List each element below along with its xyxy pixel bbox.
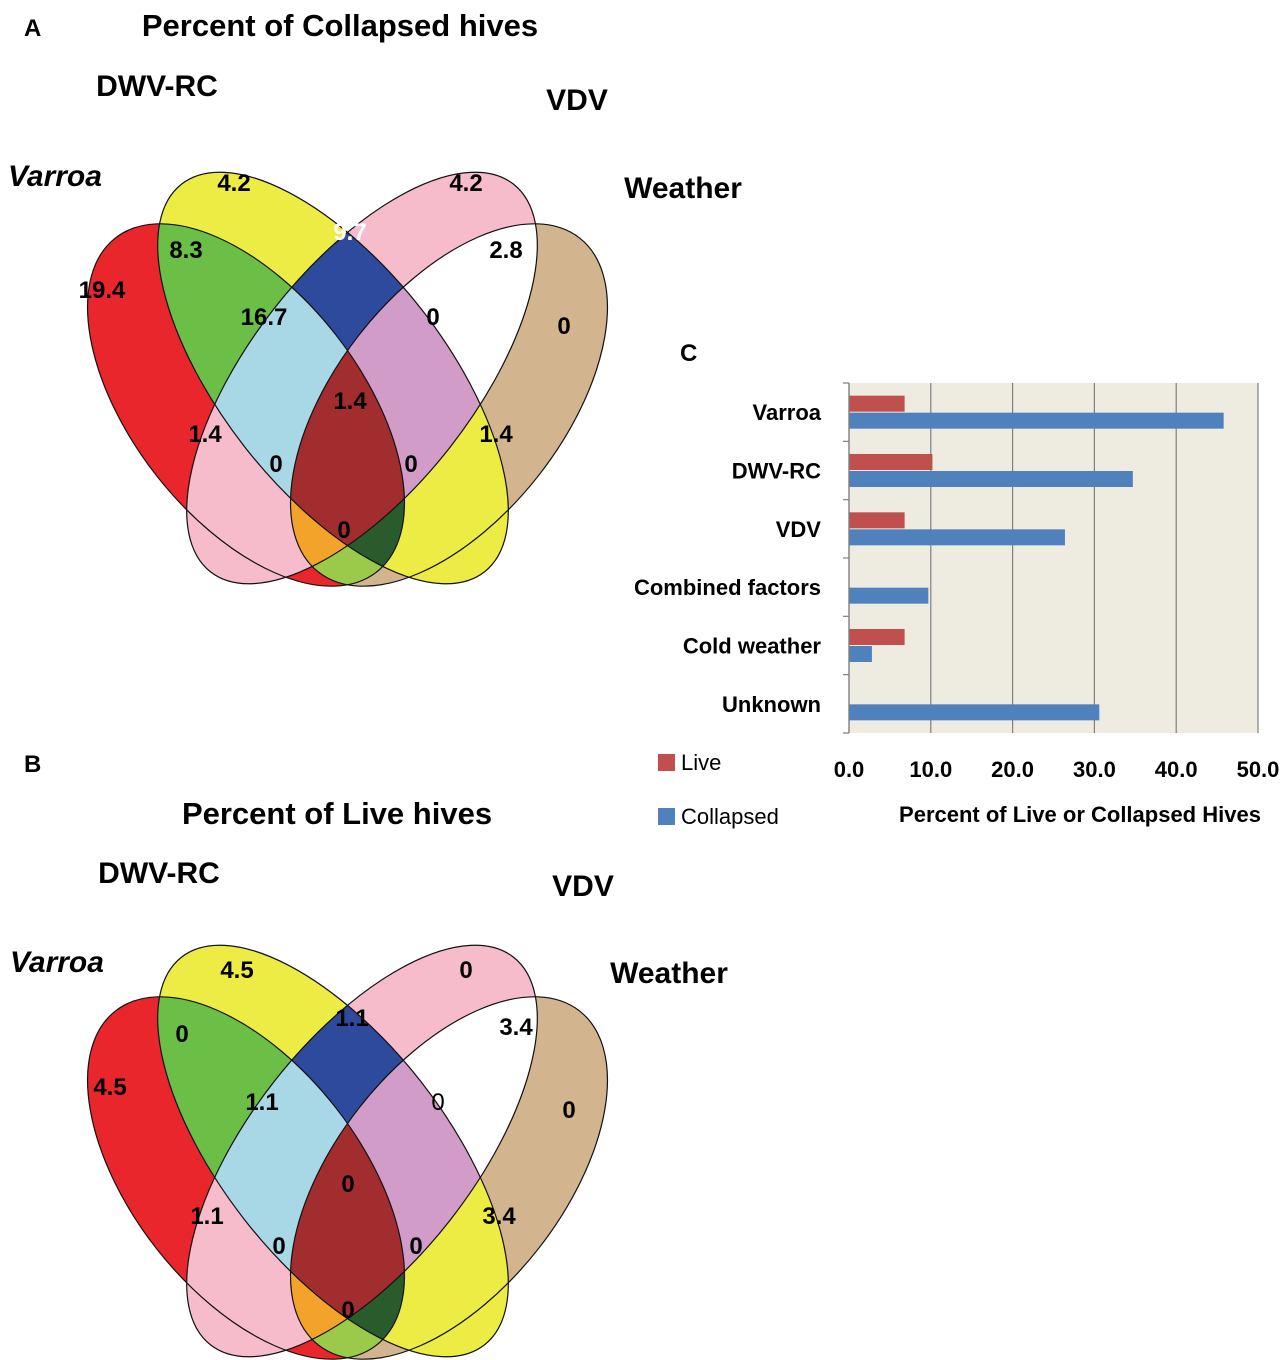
panel-a-letter: A bbox=[24, 15, 41, 42]
panel-a: A Percent of Collapsed hives bbox=[8, 8, 742, 587]
panel-c-letter: C bbox=[680, 340, 697, 367]
panel-a-title: Percent of Collapsed hives bbox=[142, 8, 538, 43]
venn-a: Varroa DWV-RC VDV Weather 19.4 4.2 4.2 0… bbox=[8, 70, 742, 587]
venn-b-value-weather-only: 0 bbox=[562, 1097, 575, 1124]
bar-live bbox=[849, 512, 905, 529]
bar-live bbox=[849, 454, 933, 470]
bar-chart-category-labels: Varroa DWV-RC VDV Combined factors Cold weat… bbox=[634, 400, 822, 717]
category-label: Varroa bbox=[753, 400, 822, 425]
venn-a-label-varroa: Varroa bbox=[8, 160, 102, 193]
venn-a-value-dwv-only: 4.2 bbox=[217, 170, 250, 197]
venn-b-label-weather: Weather bbox=[610, 957, 728, 990]
venn-b-value-all-four: 0 bbox=[341, 1171, 354, 1198]
bar-collapsed bbox=[849, 412, 1224, 429]
venn-a-value-varroa-dwv: 8.3 bbox=[169, 237, 202, 264]
venn-b-value-vdv-only: 0 bbox=[459, 957, 472, 984]
venn-b-value-varroa-vdv-weather: 3.4 bbox=[482, 1203, 516, 1230]
bar-chart-x-axis-title: Percent of Live or Collapsed Hives bbox=[899, 802, 1261, 827]
category-label: Cold weather bbox=[683, 634, 822, 659]
venn-b-value-dwv-vdv: 1.1 bbox=[335, 1005, 368, 1032]
venn-b-value-dwv-only: 4.5 bbox=[220, 957, 253, 984]
legend-swatch-live bbox=[658, 754, 675, 771]
venn-a-value-varroa-dwv-weather: 1.4 bbox=[188, 421, 222, 448]
venn-b-value-varroa-dwv-vdv: 1.1 bbox=[245, 1089, 278, 1116]
bar-chart-gridlines bbox=[930, 383, 1259, 733]
category-label: VDV bbox=[776, 517, 822, 542]
bar-live bbox=[849, 395, 905, 412]
bar-chart-tick-labels: 0.0 10.0 20.0 30.0 40.0 50.0 bbox=[834, 757, 1280, 782]
bar-live bbox=[849, 629, 905, 645]
venn-a-value-varroa-weather-dwv-side: 0 bbox=[269, 451, 282, 478]
venn-a-value-varroa-weather: 0 bbox=[337, 517, 350, 544]
x-tick-label: 0.0 bbox=[834, 757, 865, 782]
bar-chart-plot-area bbox=[849, 383, 1258, 733]
venn-b-value-vdv-weather: 3.4 bbox=[499, 1014, 533, 1041]
bar-chart-legend: Live Collapsed bbox=[658, 750, 779, 829]
venn-b-label-vdv: VDV bbox=[552, 870, 614, 903]
venn-a-label-vdv: VDV bbox=[546, 84, 608, 117]
bar-collapsed bbox=[849, 704, 1100, 721]
legend-label-collapsed: Collapsed bbox=[681, 804, 779, 829]
venn-b-label-varroa: Varroa bbox=[10, 946, 104, 979]
category-label: DWV-RC bbox=[732, 459, 821, 484]
bar-collapsed bbox=[849, 587, 929, 604]
x-tick-label: 40.0 bbox=[1155, 757, 1198, 782]
venn-a-value-varroa-vdv-weather: 1.4 bbox=[479, 421, 513, 448]
legend-label-live: Live bbox=[681, 750, 721, 775]
panel-b-title: Percent of Live hives bbox=[182, 796, 492, 831]
panel-c: C Varroa DWV-RC VDV Combined factors Cold we… bbox=[634, 340, 1279, 829]
bar-chart-axes bbox=[843, 382, 850, 734]
venn-b-value-dwv-vdv-weather: 0 bbox=[431, 1089, 444, 1116]
venn-b-value-varroa-dwv: 0 bbox=[175, 1021, 188, 1048]
x-tick-label: 50.0 bbox=[1237, 757, 1280, 782]
venn-b: Varroa DWV-RC VDV Weather 4.5 4.5 0 0 0 … bbox=[10, 857, 728, 1360]
venn-a-value-dwv-vdv-weather: 0 bbox=[426, 304, 439, 331]
panel-b-letter: B bbox=[24, 751, 41, 778]
venn-b-value-varroa-only: 4.5 bbox=[93, 1074, 126, 1101]
panel-b: B Percent of Live hives Va bbox=[10, 751, 728, 1360]
venn-a-value-dwv-vdv: 9.7 bbox=[333, 219, 366, 246]
x-tick-label: 10.0 bbox=[909, 757, 952, 782]
x-tick-label: 20.0 bbox=[991, 757, 1034, 782]
bar-collapsed bbox=[849, 529, 1065, 546]
legend-swatch-collapsed bbox=[658, 808, 675, 825]
venn-b-value-varroa-weather-dwv-side: 0 bbox=[272, 1233, 285, 1260]
venn-a-label-dwv: DWV-RC bbox=[96, 70, 218, 103]
venn-a-value-vdv-weather: 2.8 bbox=[489, 237, 522, 264]
bar-collapsed bbox=[849, 471, 1133, 487]
category-label: Unknown bbox=[722, 692, 821, 717]
venn-b-value-varroa-weather: 0 bbox=[341, 1297, 354, 1324]
venn-b-value-varroa-weather-vdv-side: 0 bbox=[409, 1233, 422, 1260]
venn-a-value-vdv-only: 4.2 bbox=[449, 170, 482, 197]
bar-collapsed bbox=[849, 646, 872, 662]
category-label: Combined factors bbox=[634, 575, 821, 600]
venn-a-value-all-four: 1.4 bbox=[333, 388, 367, 415]
venn-a-value-varroa-only: 19.4 bbox=[79, 277, 126, 304]
venn-a-value-varroa-dwv-vdv: 16.7 bbox=[241, 304, 288, 331]
x-tick-label: 30.0 bbox=[1073, 757, 1116, 782]
venn-a-value-weather-only: 0 bbox=[557, 313, 570, 340]
venn-b-value-varroa-dwv-weather: 1.1 bbox=[190, 1203, 223, 1230]
venn-b-label-dwv: DWV-RC bbox=[98, 857, 220, 890]
venn-a-value-varroa-weather-vdv-side: 0 bbox=[404, 451, 417, 478]
venn-a-label-weather: Weather bbox=[624, 172, 742, 205]
bar-chart-bars bbox=[849, 395, 1224, 721]
